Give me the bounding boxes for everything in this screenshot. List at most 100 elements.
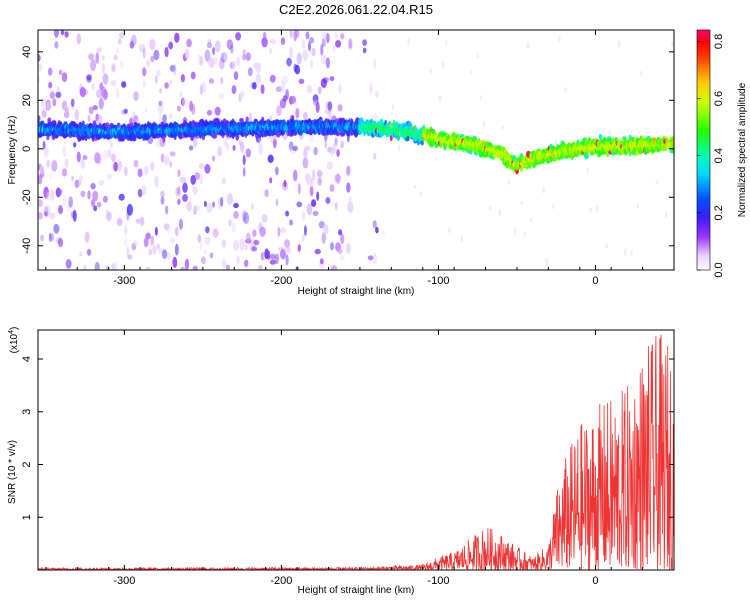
snr-y-tick-label: 1: [21, 514, 33, 520]
spectrogram-noise-cell: [39, 165, 45, 175]
spectrogram-noise-cell: [555, 138, 558, 146]
spectrogram-noise-cell: [164, 82, 169, 89]
spectrogram-noise-cell: [123, 108, 128, 114]
spectrogram-noise-cell: [156, 243, 161, 250]
snr-y-axis: 1 2 3 4: [21, 356, 674, 520]
spectrogram-noise-cell: [116, 88, 120, 99]
spectrogram-noise-cell: [221, 177, 227, 185]
spectrogram-noise-cell: [208, 78, 215, 84]
spectrogram-noise-cell: [206, 42, 213, 49]
spectrogram-noise-cell: [347, 201, 354, 213]
spectrogram-y-tick-label: -20: [21, 189, 33, 205]
spectrogram-noise-cell: [242, 53, 247, 61]
spectrogram-noise-cell: [44, 211, 49, 217]
spectrogram-noise-cell: [260, 252, 265, 261]
spectrogram-noise-cell: [317, 86, 322, 94]
spectrogram-noise-cell: [267, 154, 274, 163]
spectrogram-x-axis: -300 -200 -100 0: [45, 30, 675, 287]
spectrogram-noise-cell: [117, 160, 123, 172]
spectrogram-noise-cell: [292, 145, 299, 152]
spectrogram-noise-cell: [523, 231, 526, 237]
spectrogram-noise-cell: [61, 72, 68, 83]
spectrogram-noise-cell: [71, 175, 75, 181]
spectrogram-noise-cell: [316, 191, 320, 201]
spectrogram-band-cell: [532, 161, 537, 169]
spectrogram-noise-cell: [240, 141, 245, 153]
spectrogram-noise-cell: [199, 240, 203, 251]
spectrogram-noise-cell: [329, 242, 335, 251]
spectrogram-noise-cell: [132, 240, 140, 247]
spectrogram-x-label: Height of straight line (km): [298, 286, 415, 297]
spectrogram-noise-cell: [317, 177, 323, 186]
spectrogram-noise-cell: [219, 58, 225, 70]
spectrogram-noise-cell: [290, 146, 297, 155]
spectrogram-noise-cell: [261, 213, 268, 223]
spectrogram-noise-cell: [40, 234, 44, 242]
spectrogram-noise-cell: [244, 244, 248, 252]
snr-x-axis: -300 -200 -100 0: [45, 330, 675, 587]
spectrogram-noise-cell: [174, 243, 179, 256]
spectrogram-noise-cell: [209, 252, 214, 259]
spectrogram-noise-cell: [413, 184, 417, 190]
spectrogram-noise-cell: [221, 258, 227, 269]
spectrogram-noise-cell: [655, 180, 658, 185]
spectrogram-noise-cell: [268, 48, 273, 54]
spectrogram-noise-cell: [235, 32, 242, 41]
snr-scale-exponent: 4: [8, 330, 15, 334]
spectrogram-noise-cell: [316, 170, 323, 178]
spectrogram-noise-cell: [372, 220, 377, 229]
spectrogram-noise-cell: [284, 239, 291, 248]
spectrogram-noise-cell: [589, 207, 592, 212]
spectrogram-noise-cell: [295, 30, 300, 38]
spectrogram-band-cell: [95, 124, 100, 130]
spectrogram-noise-cell: [177, 198, 181, 205]
spectrogram-noise-cell: [105, 209, 110, 221]
spectrogram-noise-cell: [88, 106, 94, 115]
spectrogram-noise-cell: [62, 195, 67, 207]
spectrogram-noise-cell: [245, 232, 251, 244]
spectrogram-noise-cell: [233, 240, 239, 251]
spectrogram-noise-cell: [507, 178, 511, 186]
spectrogram-noise-cell: [45, 205, 51, 218]
spectrogram-noise-cell: [296, 52, 302, 65]
spectrogram-band-cell: [105, 122, 110, 128]
spectrogram-noise-cell: [301, 234, 306, 242]
spectrogram-noise-cell: [259, 226, 266, 237]
spectrogram-noise-cell: [124, 238, 128, 247]
spectrogram-noise-cell: [482, 120, 486, 127]
spectrogram-noise-cell: [62, 145, 67, 158]
spectrogram-noise-cell: [636, 202, 640, 209]
spectrogram-noise-cell: [182, 194, 188, 202]
spectrogram-noise-cell: [301, 211, 305, 222]
spectrogram-noise-cell: [150, 235, 155, 246]
spectrogram-noise-cell: [242, 154, 246, 166]
spectrogram-noise-cell: [340, 140, 344, 149]
spectrogram-noise-cell: [113, 161, 118, 172]
spectrogram-noise-cell: [179, 176, 187, 183]
spectrogram-noise-cell: [346, 242, 351, 255]
snr-panel: -300 -200 -100 0 1 2 3 4 Height of straight li…: [7, 327, 675, 596]
spectrogram-noise-cell: [239, 90, 245, 98]
spectrogram-noise-cell: [192, 186, 198, 195]
spectrogram-noise-cell: [214, 106, 221, 116]
spectrogram-noise-cell: [212, 47, 216, 55]
spectrogram-noise-cell: [48, 173, 52, 180]
spectrogram-noise-cell: [231, 60, 237, 70]
spectrogram-noise-cell: [608, 130, 611, 137]
spectrogram-noise-cell: [93, 205, 98, 212]
spectrogram-noise-cell: [664, 211, 668, 219]
spectrogram-noise-cell: [329, 76, 335, 82]
spectrogram-noise-cell: [38, 115, 41, 122]
spectrogram-noise-cell: [167, 251, 171, 261]
spectrogram-noise-cell: [288, 141, 294, 151]
spectrogram-noise-cell: [283, 180, 287, 188]
spectrogram-noise-cell: [123, 166, 128, 177]
spectrogram-noise-cell: [250, 203, 254, 210]
spectrogram-noise-cell: [242, 167, 246, 177]
spectrogram-noise-cell: [43, 186, 49, 199]
spectrogram-noise-cell: [152, 245, 157, 255]
spectrogram-noise-cell: [442, 60, 445, 69]
spectrogram-noise-cell: [617, 40, 621, 49]
spectrogram-noise-cell: [233, 210, 239, 219]
spectrogram-noise-cell: [501, 125, 504, 130]
